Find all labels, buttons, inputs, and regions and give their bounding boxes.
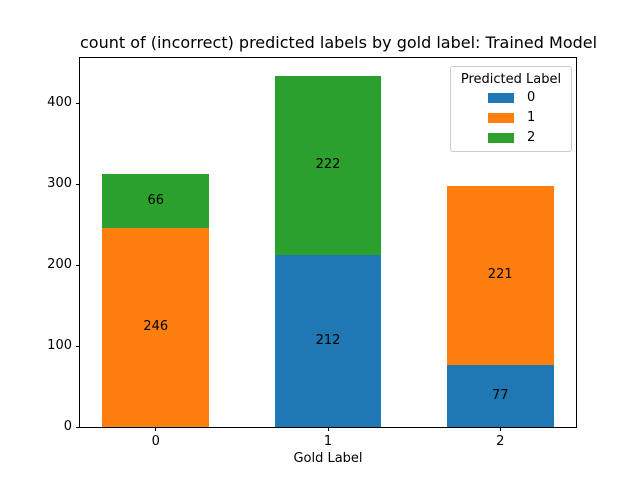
y-tick-mark [76, 345, 80, 347]
bar-value-label: 66 [147, 193, 165, 209]
bar-value-label: 222 [315, 157, 341, 173]
y-tick-label: 0 [63, 419, 72, 434]
bar-value-label: 77 [491, 387, 509, 403]
y-tick-mark [76, 183, 80, 185]
legend-swatch-0 [488, 93, 514, 103]
bar-segment-gold2-pred0 [446, 364, 554, 427]
y-tick-mark [76, 426, 80, 428]
y-tick-mark [76, 264, 80, 266]
bar-value-label: 246 [143, 319, 169, 335]
bar-segment-gold1-pred2 [274, 75, 382, 256]
x-tick-label: 0 [151, 434, 160, 449]
legend-entries: 0 1 2 [451, 88, 571, 148]
bar-segment-gold1-pred0 [274, 255, 382, 427]
legend-entry-label: 1 [527, 110, 536, 125]
legend-entry-label: 2 [527, 130, 536, 145]
x-tick-mark [155, 427, 157, 431]
legend-title: Predicted Label [460, 72, 562, 87]
legend-entry: 2 [488, 128, 571, 148]
y-tick-label: 300 [47, 176, 72, 192]
legend-swatch-2 [488, 133, 514, 143]
bar-value-label: 221 [487, 267, 513, 283]
plot-area: 0 100 200 300 400 0 1 2 246 66 212 222 77 221 [47, 57, 577, 449]
legend-entry: 0 [488, 88, 571, 108]
x-tick-mark [499, 427, 501, 431]
bar-segment-gold0-pred2 [102, 174, 210, 228]
legend-entry-label: 0 [527, 90, 536, 105]
bar-segment-gold2-pred1 [446, 185, 554, 365]
bar-segment-gold0-pred1 [102, 227, 210, 427]
y-tick-mark [76, 102, 80, 104]
chart-title: count of (incorrect) predicted labels by… [80, 33, 598, 52]
x-tick-mark [327, 427, 329, 431]
y-tick-label: 200 [47, 257, 72, 273]
x-tick-label: 2 [496, 434, 505, 449]
bar-value-label: 212 [315, 333, 341, 349]
y-tick-label: 100 [47, 338, 72, 354]
legend-box: Predicted Label 0 1 2 [450, 66, 572, 152]
x-axis-label: Gold Label [293, 451, 363, 466]
legend-swatch-1 [488, 113, 514, 123]
legend-entry: 1 [488, 108, 571, 128]
x-tick-label: 1 [323, 434, 333, 449]
y-tick-label: 400 [47, 95, 72, 111]
